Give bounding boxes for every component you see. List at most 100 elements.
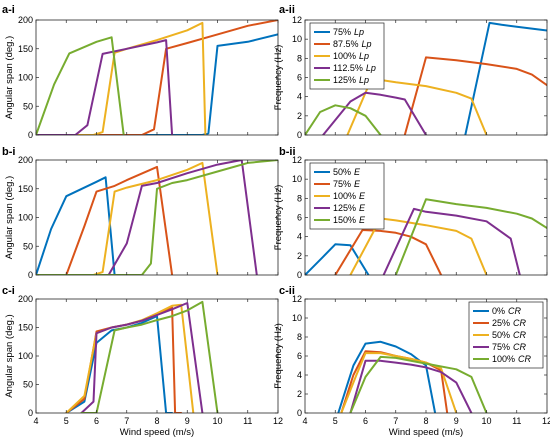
panel-c-ii: c-ii 0 2 4 6 8 10 12 4 5 6 7 8 9 10 11 12 Frequency (Hz) W… (273, 285, 550, 438)
y-tick-label: 150 (18, 184, 33, 194)
legend-entry-suffix: Lp (359, 51, 369, 61)
y-tick-label: 6 (297, 213, 302, 223)
legend-entry: 100% CR (492, 354, 532, 364)
legend-entry-suffix: E (359, 191, 366, 201)
legend-entry-suffix: E (354, 179, 361, 189)
legend-entry-suffix: E (354, 167, 361, 177)
series-group (36, 20, 278, 135)
y-tick-label: 50 (23, 380, 33, 390)
x-axis-label: Wind speed (m/s) (120, 427, 194, 438)
x-axis-label: Wind speed (m/s) (389, 427, 463, 438)
series-group (337, 340, 488, 413)
series-line-5 (80, 300, 219, 413)
legend-entry: 25% CR (492, 318, 527, 328)
legend-entry-suffix: CR (513, 342, 526, 352)
legend-entry: 100% Lp (333, 51, 369, 61)
series-line-4 (80, 302, 204, 413)
y-tick-label: 2 (297, 389, 302, 399)
legend-entry-suffix: Lp (354, 27, 364, 37)
legend: 0% CR 25% CR 50% CR 75% CR 100% CR (468, 301, 544, 369)
series-line-1 (36, 33, 278, 135)
y-tick-label: 10 (292, 313, 302, 323)
legend-entry-suffix: E (359, 215, 366, 225)
panel-a-i: a-i 0 50 100 150 200 Angular span (deg.) (2, 4, 279, 140)
y-tick-label: 0 (28, 408, 33, 418)
legend-entry: 75% E (333, 179, 361, 189)
y-tick-label: 0 (297, 408, 302, 418)
y-tick-label: 12 (292, 15, 302, 25)
x-tick-label: 12 (273, 416, 283, 426)
x-tick-label: 4 (33, 416, 38, 426)
legend-entry-value: 112.5% (333, 63, 363, 73)
series-line-4 (322, 91, 427, 135)
series-line-1 (305, 243, 370, 275)
y-tick-label: 50 (23, 101, 33, 111)
series-line-5 (305, 104, 382, 135)
y-tick-label: 2 (297, 251, 302, 261)
legend-entry: 50% E (333, 167, 361, 177)
legend-entry-value: 125% (333, 75, 356, 85)
y-tick-label: 12 (292, 294, 302, 304)
y-tick-label: 10 (292, 174, 302, 184)
legend-entry: 87.5% Lp (333, 39, 372, 49)
axes-frame (35, 19, 279, 136)
legend-entry-suffix: Lp (362, 39, 372, 49)
legend-entry: 125% Lp (333, 75, 369, 85)
x-tick-label: 10 (481, 416, 491, 426)
y-tick-label: 6 (297, 351, 302, 361)
y-tick-label: 8 (297, 53, 302, 63)
y-tick-label: 0 (297, 130, 302, 140)
y-axis-label: Frequency (Hz) (273, 323, 284, 388)
legend-entry-suffix: Lp (366, 63, 376, 73)
legend-entry-value: 100% (333, 191, 356, 201)
series-line-5 (36, 36, 125, 135)
y-tick-label: 200 (18, 15, 33, 25)
legend-entry-value: 50% (492, 330, 510, 340)
legend-entry-value: 150% (333, 215, 356, 225)
y-tick-label: 0 (28, 130, 33, 140)
series-line-1 (36, 176, 116, 275)
y-tick-label: 12 (292, 155, 302, 165)
series-line-4 (36, 160, 258, 275)
legend-entry-value: 87.5% (333, 39, 359, 49)
x-tick-label: 11 (512, 416, 521, 426)
y-tick-label: 150 (18, 44, 33, 54)
series-line-1 (464, 21, 547, 135)
legend-entry-value: 75% (492, 342, 510, 352)
y-axis-label: Angular span (deg.) (4, 176, 15, 259)
x-tick-label: 5 (64, 416, 69, 426)
x-tick-label: 4 (302, 416, 307, 426)
legend-entry-suffix: E (359, 203, 366, 213)
x-tick-label: 6 (94, 416, 99, 426)
y-tick-label: 150 (18, 323, 33, 333)
legend-entry: 150% E (333, 215, 366, 225)
series-group (36, 160, 278, 275)
legend-entry-value: 0% (492, 306, 505, 316)
series-line-4 (382, 207, 521, 275)
x-tick-label: 8 (154, 416, 159, 426)
x-tick-label: 12 (542, 416, 550, 426)
series-line-4 (36, 39, 174, 135)
panel-label: c-i (2, 285, 15, 297)
legend-entry-value: 50% (333, 167, 351, 177)
panel-label: a-i (2, 4, 15, 16)
legend-entry: 112.5% Lp (333, 63, 376, 73)
series-group (305, 198, 547, 275)
legend-entry-suffix: CR (513, 330, 526, 340)
x-tick-label: 9 (454, 416, 459, 426)
y-tick-label: 50 (23, 241, 33, 251)
x-tick-label: 7 (393, 416, 398, 426)
y-tick-label: 4 (297, 370, 302, 380)
legend-entry-value: 100% (333, 51, 356, 61)
legend-entry-value: 25% (492, 318, 510, 328)
series-line-2 (403, 56, 547, 135)
legend-entry: 50% CR (492, 330, 527, 340)
x-tick-label: 5 (333, 416, 338, 426)
series-line-5 (394, 198, 547, 275)
y-tick-label: 4 (297, 92, 302, 102)
